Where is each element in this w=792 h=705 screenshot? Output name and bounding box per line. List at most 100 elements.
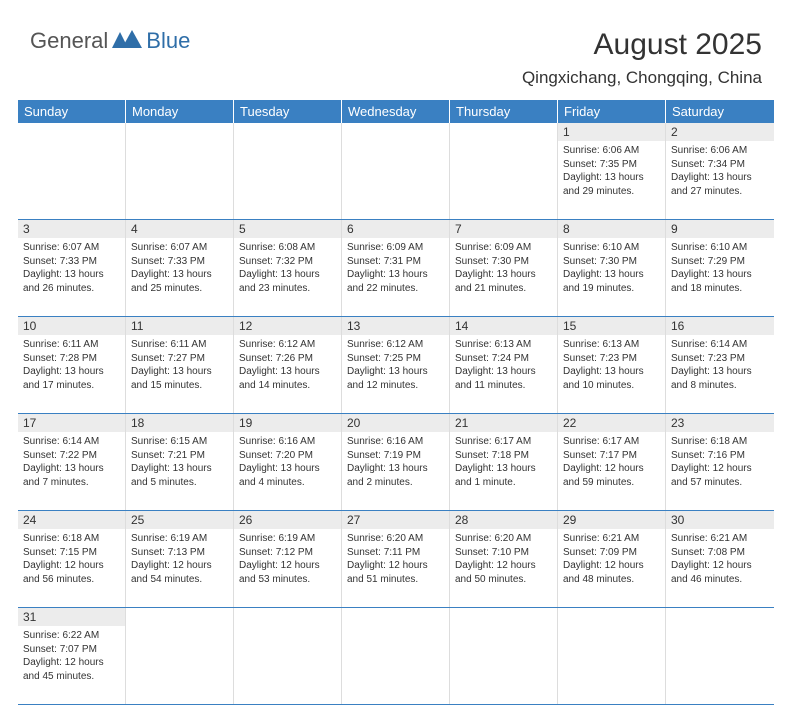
day-cell: Sunrise: 6:22 AMSunset: 7:07 PMDaylight:… [18, 626, 126, 704]
sunset-text: Sunset: 7:30 PM [455, 255, 552, 269]
sunrise-text: Sunrise: 6:07 AM [131, 241, 228, 255]
day-number [342, 608, 450, 626]
day-number: 20 [342, 414, 450, 432]
day-cell [558, 626, 666, 704]
sunrise-text: Sunrise: 6:06 AM [671, 144, 769, 158]
sunrise-text: Sunrise: 6:11 AM [23, 338, 120, 352]
sunrise-text: Sunrise: 6:18 AM [23, 532, 120, 546]
day-number: 21 [450, 414, 558, 432]
daylight-text: Daylight: 12 hours and 50 minutes. [455, 559, 552, 586]
day-number: 10 [18, 317, 126, 335]
sunset-text: Sunset: 7:13 PM [131, 546, 228, 560]
day-number-row: 10111213141516 [18, 317, 774, 335]
sunrise-text: Sunrise: 6:10 AM [671, 241, 769, 255]
day-number: 2 [666, 123, 774, 141]
day-number: 29 [558, 511, 666, 529]
day-number: 8 [558, 220, 666, 238]
sunset-text: Sunset: 7:26 PM [239, 352, 336, 366]
day-number: 28 [450, 511, 558, 529]
sunset-text: Sunset: 7:32 PM [239, 255, 336, 269]
day-cell: Sunrise: 6:12 AMSunset: 7:25 PMDaylight:… [342, 335, 450, 413]
sunrise-text: Sunrise: 6:20 AM [455, 532, 552, 546]
day-number: 22 [558, 414, 666, 432]
day-number: 25 [126, 511, 234, 529]
day-header-row: Sunday Monday Tuesday Wednesday Thursday… [18, 100, 774, 123]
sunrise-text: Sunrise: 6:22 AM [23, 629, 120, 643]
sunset-text: Sunset: 7:29 PM [671, 255, 769, 269]
day-header-tuesday: Tuesday [234, 100, 342, 123]
sunset-text: Sunset: 7:17 PM [563, 449, 660, 463]
day-number: 1 [558, 123, 666, 141]
day-number: 19 [234, 414, 342, 432]
sunrise-text: Sunrise: 6:06 AM [563, 144, 660, 158]
daylight-text: Daylight: 12 hours and 57 minutes. [671, 462, 769, 489]
daylight-text: Daylight: 12 hours and 48 minutes. [563, 559, 660, 586]
sunset-text: Sunset: 7:07 PM [23, 643, 120, 657]
day-header-thursday: Thursday [450, 100, 558, 123]
day-header-saturday: Saturday [666, 100, 774, 123]
sunrise-text: Sunrise: 6:17 AM [455, 435, 552, 449]
sunrise-text: Sunrise: 6:19 AM [239, 532, 336, 546]
day-cell [342, 626, 450, 704]
day-number [558, 608, 666, 626]
day-number: 5 [234, 220, 342, 238]
week-row: Sunrise: 6:06 AMSunset: 7:35 PMDaylight:… [18, 141, 774, 220]
day-number-row: 17181920212223 [18, 414, 774, 432]
day-cell: Sunrise: 6:07 AMSunset: 7:33 PMDaylight:… [18, 238, 126, 316]
sunrise-text: Sunrise: 6:13 AM [563, 338, 660, 352]
day-number: 11 [126, 317, 234, 335]
daylight-text: Daylight: 13 hours and 25 minutes. [131, 268, 228, 295]
sunset-text: Sunset: 7:18 PM [455, 449, 552, 463]
day-number: 30 [666, 511, 774, 529]
logo: General Blue [30, 28, 190, 54]
daylight-text: Daylight: 13 hours and 2 minutes. [347, 462, 444, 489]
day-cell: Sunrise: 6:08 AMSunset: 7:32 PMDaylight:… [234, 238, 342, 316]
sunset-text: Sunset: 7:09 PM [563, 546, 660, 560]
day-cell: Sunrise: 6:17 AMSunset: 7:17 PMDaylight:… [558, 432, 666, 510]
sunset-text: Sunset: 7:20 PM [239, 449, 336, 463]
week-row: Sunrise: 6:07 AMSunset: 7:33 PMDaylight:… [18, 238, 774, 317]
daylight-text: Daylight: 13 hours and 23 minutes. [239, 268, 336, 295]
day-cell: Sunrise: 6:19 AMSunset: 7:12 PMDaylight:… [234, 529, 342, 607]
sunset-text: Sunset: 7:12 PM [239, 546, 336, 560]
sunset-text: Sunset: 7:34 PM [671, 158, 769, 172]
day-cell: Sunrise: 6:17 AMSunset: 7:18 PMDaylight:… [450, 432, 558, 510]
sunrise-text: Sunrise: 6:09 AM [455, 241, 552, 255]
sunrise-text: Sunrise: 6:21 AM [671, 532, 769, 546]
daylight-text: Daylight: 12 hours and 54 minutes. [131, 559, 228, 586]
daylight-text: Daylight: 12 hours and 56 minutes. [23, 559, 120, 586]
day-cell: Sunrise: 6:14 AMSunset: 7:22 PMDaylight:… [18, 432, 126, 510]
day-cell: Sunrise: 6:09 AMSunset: 7:30 PMDaylight:… [450, 238, 558, 316]
day-cell: Sunrise: 6:06 AMSunset: 7:34 PMDaylight:… [666, 141, 774, 219]
day-cell: Sunrise: 6:19 AMSunset: 7:13 PMDaylight:… [126, 529, 234, 607]
day-cell: Sunrise: 6:15 AMSunset: 7:21 PMDaylight:… [126, 432, 234, 510]
sunrise-text: Sunrise: 6:14 AM [671, 338, 769, 352]
day-header-sunday: Sunday [18, 100, 126, 123]
day-number [234, 123, 342, 141]
day-number [234, 608, 342, 626]
sunrise-text: Sunrise: 6:16 AM [347, 435, 444, 449]
day-number: 17 [18, 414, 126, 432]
calendar: Sunday Monday Tuesday Wednesday Thursday… [18, 100, 774, 705]
sunrise-text: Sunrise: 6:09 AM [347, 241, 444, 255]
daylight-text: Daylight: 13 hours and 17 minutes. [23, 365, 120, 392]
day-cell [126, 141, 234, 219]
logo-text-general: General [30, 28, 108, 54]
daylight-text: Daylight: 13 hours and 21 minutes. [455, 268, 552, 295]
day-cell [234, 141, 342, 219]
sunset-text: Sunset: 7:24 PM [455, 352, 552, 366]
sunrise-text: Sunrise: 6:17 AM [563, 435, 660, 449]
day-number: 12 [234, 317, 342, 335]
day-cell: Sunrise: 6:20 AMSunset: 7:10 PMDaylight:… [450, 529, 558, 607]
daylight-text: Daylight: 13 hours and 18 minutes. [671, 268, 769, 295]
day-cell: Sunrise: 6:13 AMSunset: 7:23 PMDaylight:… [558, 335, 666, 413]
sunrise-text: Sunrise: 6:08 AM [239, 241, 336, 255]
daylight-text: Daylight: 13 hours and 19 minutes. [563, 268, 660, 295]
flag-icon [112, 30, 142, 53]
day-cell: Sunrise: 6:21 AMSunset: 7:09 PMDaylight:… [558, 529, 666, 607]
sunset-text: Sunset: 7:27 PM [131, 352, 228, 366]
day-number: 3 [18, 220, 126, 238]
day-cell [342, 141, 450, 219]
sunrise-text: Sunrise: 6:10 AM [563, 241, 660, 255]
sunset-text: Sunset: 7:15 PM [23, 546, 120, 560]
